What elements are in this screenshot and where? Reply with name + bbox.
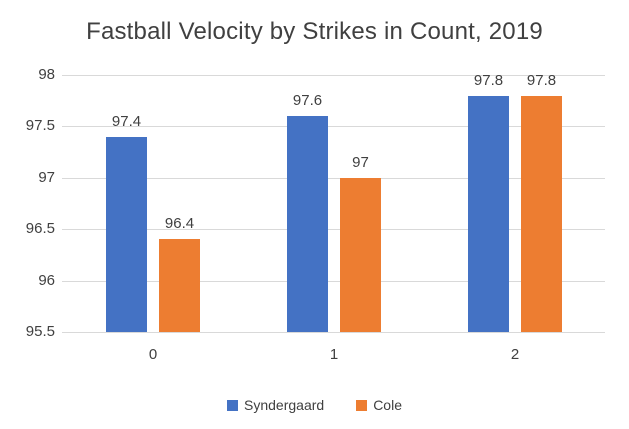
bar-syndergaard-strikes-1: [287, 116, 328, 332]
legend-swatch-icon: [227, 399, 239, 411]
legend-swatch-icon: [356, 399, 368, 411]
gridline-96: [62, 281, 605, 282]
bar-cole-strikes-2: [521, 96, 562, 332]
y-axis-tick-label: 98: [38, 66, 55, 83]
data-label-syndergaard-strikes-2: 97.8: [473, 72, 504, 89]
data-label-cole-strikes-2: 97.8: [526, 72, 557, 89]
bar-syndergaard-strikes-2: [468, 96, 509, 332]
gridline-95.5: [62, 332, 605, 333]
data-label-syndergaard-strikes-1: 97.6: [292, 92, 323, 109]
bar-cole-strikes-1: [340, 178, 381, 332]
gridline-97.5: [62, 126, 605, 127]
chart-title: Fastball Velocity by Strikes in Count, 2…: [86, 18, 543, 45]
x-axis-tick-label-1: 1: [329, 346, 339, 363]
data-label-cole-strikes-0: 96.4: [164, 215, 195, 232]
gridline-96.5: [62, 229, 605, 230]
y-axis-tick-label: 97.5: [25, 117, 55, 134]
data-label-cole-strikes-1: 97: [352, 154, 369, 171]
x-axis-tick-label-0: 0: [148, 346, 158, 363]
legend-item-cole: Cole: [356, 397, 402, 413]
bar-syndergaard-strikes-0: [106, 137, 147, 332]
x-axis-tick-label-2: 2: [510, 346, 520, 363]
gridline-97: [62, 178, 605, 179]
y-axis-tick-label: 95.5: [25, 323, 55, 340]
y-axis-tick-label: 96.5: [25, 220, 55, 237]
y-axis-tick-label: 97: [38, 169, 55, 186]
y-axis-tick-label: 96: [38, 272, 55, 289]
legend-item-syndergaard: Syndergaard: [227, 397, 324, 413]
legend-label: Cole: [373, 397, 402, 413]
bar-cole-strikes-0: [159, 239, 200, 332]
legend: Syndergaard Cole: [0, 397, 629, 413]
data-label-syndergaard-strikes-0: 97.4: [111, 113, 142, 130]
legend-label: Syndergaard: [244, 397, 325, 413]
gridline-98: [62, 75, 605, 76]
